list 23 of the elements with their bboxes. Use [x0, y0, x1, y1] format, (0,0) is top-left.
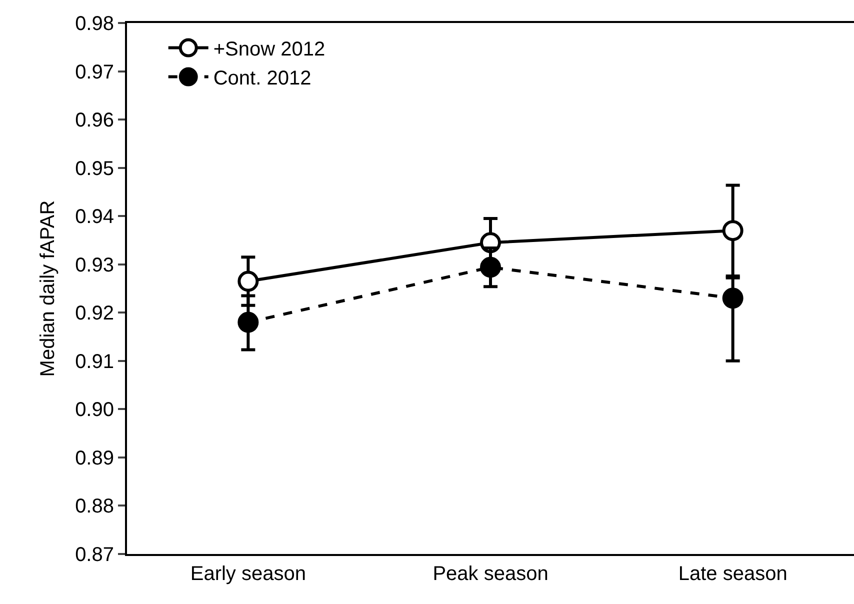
y-tick-label: 0.97 [75, 61, 114, 84]
y-axis-title: Median daily fAPAR [37, 200, 60, 377]
y-tick-label: 0.96 [75, 110, 114, 132]
y-tick-label: 0.91 [75, 350, 114, 373]
y-tick-label: 0.89 [75, 447, 114, 470]
y-tick-label: 0.98 [75, 13, 114, 35]
x-tick-label: Early season [190, 563, 306, 585]
y-tick-label: 0.92 [75, 302, 114, 325]
point [238, 312, 259, 333]
y-tick-label: 0.94 [75, 206, 114, 228]
legend-label: +Snow 2012 [213, 38, 326, 61]
y-tick-label: 0.90 [75, 399, 114, 422]
point [722, 220, 744, 242]
y-tick-label: 0.88 [75, 496, 114, 518]
y-tick-label: 0.87 [75, 544, 114, 566]
x-tick-label: Late season [678, 563, 788, 585]
x-tick-label: Peak season [432, 563, 548, 585]
point [480, 256, 501, 278]
point [238, 270, 259, 292]
y-tick-label: 0.93 [75, 254, 114, 276]
legend-label: Cont. 2012 [213, 68, 312, 90]
y-tick-label: 0.95 [75, 158, 114, 180]
point [722, 288, 744, 309]
